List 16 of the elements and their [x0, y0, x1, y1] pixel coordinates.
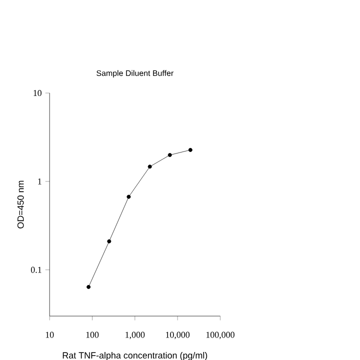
- x-tick-label: 10,000: [166, 332, 190, 340]
- point: [168, 153, 172, 158]
- point: [107, 239, 112, 244]
- x-tick-label: 100: [86, 332, 99, 338]
- point: [188, 148, 192, 152]
- x-tick-label: 100,000: [206, 332, 234, 340]
- x-tick-label: 1,000: [126, 332, 145, 340]
- y-tick-label: 10: [34, 90, 42, 96]
- x-tick-label: 10: [46, 332, 54, 338]
- point: [126, 194, 131, 199]
- x-axis-title: Rat TNF-alpha concentration (pg/ml): [62, 352, 208, 360]
- y-axis-title: OD=450 nm: [17, 180, 24, 228]
- point: [148, 164, 152, 169]
- point: [86, 284, 91, 289]
- y-tick-label: 0.1: [30, 266, 42, 273]
- y-tick-label: 1: [38, 178, 42, 184]
